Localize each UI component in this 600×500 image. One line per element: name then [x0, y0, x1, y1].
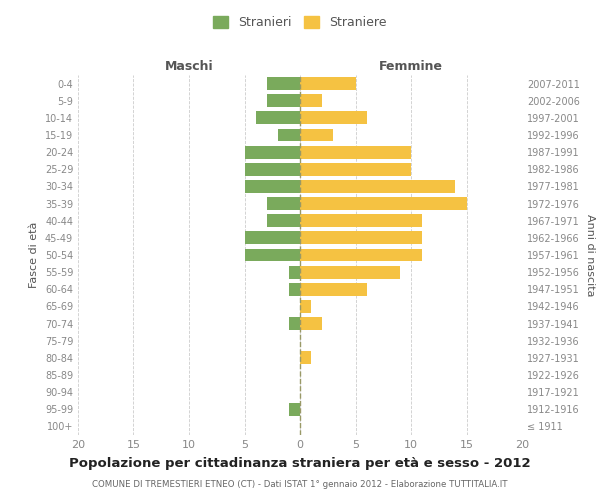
Bar: [300, 197, 467, 210]
Bar: [300, 283, 367, 296]
Bar: [300, 232, 422, 244]
Bar: [245, 180, 300, 193]
Bar: [245, 232, 300, 244]
Bar: [278, 128, 300, 141]
Bar: [289, 317, 300, 330]
Bar: [267, 94, 300, 107]
Y-axis label: Anni di nascita: Anni di nascita: [585, 214, 595, 296]
Text: COMUNE DI TREMESTIERI ETNEO (CT) - Dati ISTAT 1° gennaio 2012 - Elaborazione TUT: COMUNE DI TREMESTIERI ETNEO (CT) - Dati …: [92, 480, 508, 489]
Bar: [300, 352, 311, 364]
Bar: [245, 248, 300, 262]
Bar: [289, 266, 300, 278]
Bar: [300, 112, 367, 124]
Bar: [267, 197, 300, 210]
Bar: [289, 283, 300, 296]
Bar: [300, 94, 322, 107]
Bar: [300, 163, 411, 175]
Bar: [300, 214, 422, 227]
Y-axis label: Fasce di età: Fasce di età: [29, 222, 39, 288]
Bar: [267, 214, 300, 227]
Text: Maschi: Maschi: [164, 60, 214, 72]
Bar: [300, 266, 400, 278]
Text: Femmine: Femmine: [379, 60, 443, 72]
Legend: Stranieri, Straniere: Stranieri, Straniere: [208, 11, 392, 34]
Bar: [300, 128, 334, 141]
Bar: [300, 180, 455, 193]
Bar: [245, 146, 300, 158]
Bar: [289, 403, 300, 415]
Bar: [267, 77, 300, 90]
Bar: [300, 300, 311, 313]
Bar: [245, 163, 300, 175]
Bar: [300, 317, 322, 330]
Bar: [300, 146, 411, 158]
Text: Popolazione per cittadinanza straniera per età e sesso - 2012: Popolazione per cittadinanza straniera p…: [69, 458, 531, 470]
Bar: [300, 248, 422, 262]
Bar: [256, 112, 300, 124]
Bar: [300, 77, 356, 90]
